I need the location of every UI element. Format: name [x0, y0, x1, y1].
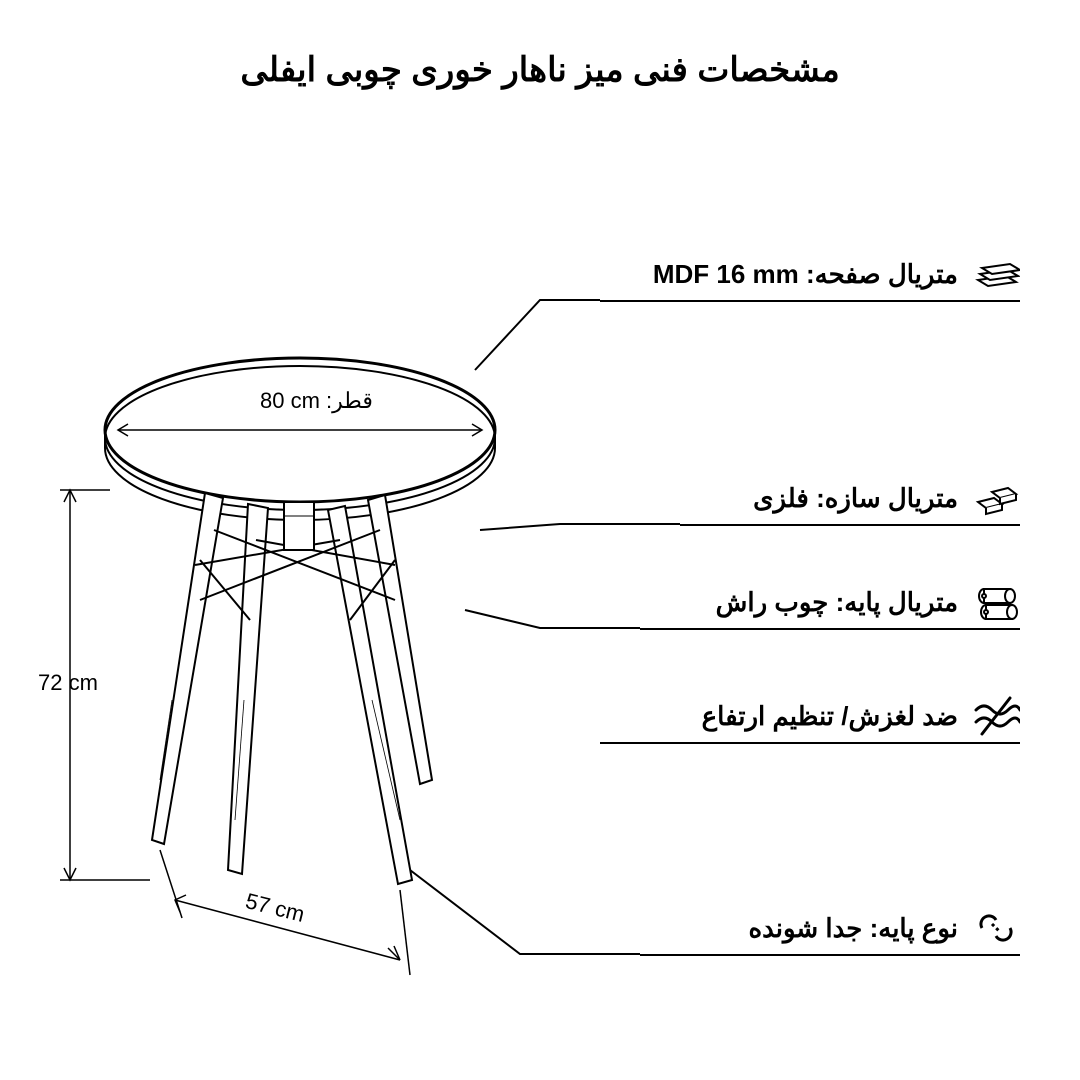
leader-4: [0, 0, 1080, 1080]
